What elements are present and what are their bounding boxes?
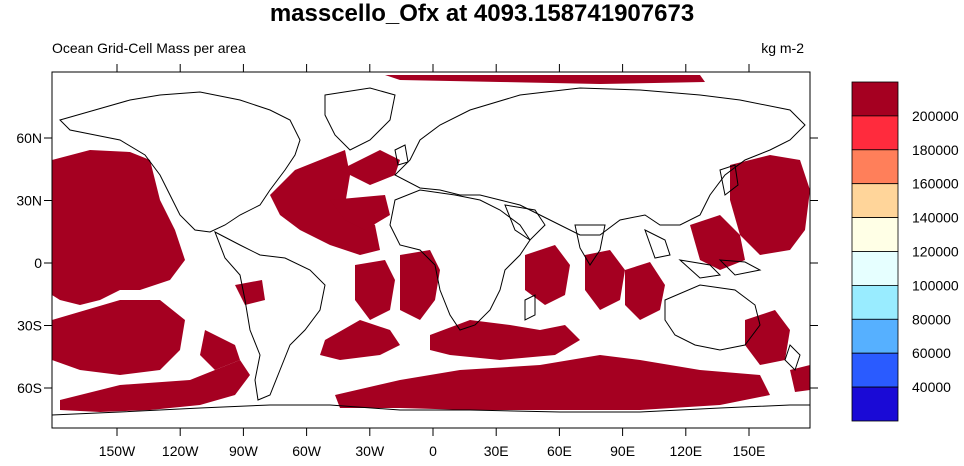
colorbar-swatch [851,149,899,185]
units-label: kg m-2 [761,40,804,56]
colorbar-label: 40000 [912,379,951,395]
map-title: masscello_Ofx at 4093.158741907673 [269,0,695,27]
x-tick-label: 60E [547,443,572,459]
map-panel: 150W 120W 90W 60W 30W 0 30E 60E 90E 120E 150E 60N 3… [16,64,818,459]
x-axis-ticks: 150W 120W 90W 60W 30W 0 30E 60E 90E 120E 150E [99,64,766,459]
y-axis-ticks: 60N 30N 0 30S 60S [16,130,818,396]
x-tick-label: 120W [162,443,199,459]
y-tick-label: 30S [17,318,42,334]
coastlines [51,87,810,416]
colorbar-label: 60000 [912,345,951,361]
colorbar-label: 120000 [912,244,959,260]
colorbar-swatch [851,115,899,151]
colorbar-label: 180000 [912,142,959,158]
x-tick-label: 30E [484,443,509,459]
x-tick-label: 150W [99,443,136,459]
x-tick-label: 120E [669,443,702,459]
y-tick-label: 30N [16,193,42,209]
colorbar-label: 80000 [912,311,951,327]
y-tick-label: 60S [17,380,42,396]
colorbar-label: 200000 [912,108,959,124]
variable-long-name: Ocean Grid-Cell Mass per area [52,40,246,56]
colorbar-label: 160000 [912,176,959,192]
colorbar-label: 140000 [912,210,959,226]
colorbar: 200000 180000 160000 140000 120000 100000 8000… [851,81,959,422]
map-border [51,71,811,429]
x-tick-label: 30W [355,443,385,459]
x-tick-label: 90W [229,443,259,459]
colorbar-swatch [851,386,899,422]
colorbar-swatch [851,318,899,354]
y-tick-label: 60N [16,130,42,146]
colorbar-swatch [851,217,899,252]
colorbar-swatch [851,183,899,218]
colorbar-label: 100000 [912,277,959,293]
colorbar-swatch [851,284,899,320]
y-tick-label: 0 [34,255,42,271]
colorbar-swatch [851,251,899,286]
x-tick-label: 90E [610,443,635,459]
colorbar-swatch [851,352,899,388]
ocean-fill [52,75,810,412]
x-tick-label: 0 [429,443,437,459]
colorbar-swatch [851,81,899,117]
x-tick-label: 150E [733,443,766,459]
x-tick-label: 60W [292,443,322,459]
